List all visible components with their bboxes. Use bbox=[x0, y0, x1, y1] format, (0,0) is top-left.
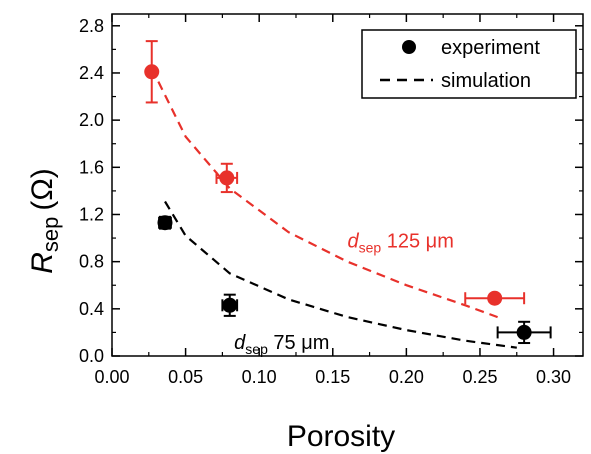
y-tick-label: 2.4 bbox=[79, 63, 104, 83]
series-annotation-1: dsep 75 μm bbox=[234, 332, 329, 357]
annotation-var: d bbox=[234, 332, 246, 354]
legend-frame bbox=[361, 29, 577, 99]
y-tick-label: 0.4 bbox=[79, 299, 104, 319]
y-axis-title-sub: sep bbox=[38, 217, 63, 252]
annotation-text: 75 μm bbox=[268, 332, 330, 354]
x-tick-label: 0.15 bbox=[315, 367, 350, 387]
data-point bbox=[516, 324, 532, 340]
y-tick-label: 1.6 bbox=[79, 157, 104, 177]
x-tick-label: 0.00 bbox=[94, 367, 129, 387]
data-point bbox=[144, 64, 160, 80]
series-annotation-0: dsep 125 μm bbox=[348, 231, 454, 256]
data-point bbox=[157, 215, 173, 231]
legend-label-simulation: simulation bbox=[441, 70, 531, 92]
legend: experiment simulation bbox=[361, 29, 577, 99]
y-axis-title-var: R bbox=[26, 252, 59, 274]
svg-text:Rsep(Ω): Rsep (Ω) bbox=[26, 168, 63, 274]
data-markers bbox=[144, 40, 552, 345]
annotation-sub: sep bbox=[359, 240, 382, 256]
x-axis-title: Porosity bbox=[287, 420, 395, 453]
x-tick-label: 0.30 bbox=[536, 367, 571, 387]
annotation-sub: sep bbox=[245, 341, 268, 357]
simulation-line-0 bbox=[150, 67, 498, 319]
y-tick-label: 2.0 bbox=[79, 110, 104, 130]
simulation-line-1 bbox=[164, 200, 517, 349]
plot-frame bbox=[111, 13, 584, 357]
y-tick-label: 1.2 bbox=[79, 204, 104, 224]
axes: 0.00 0.05 0.10 0.15 0.20 0.25 0.30 0.0 0.4 0.8 1.2… bbox=[79, 13, 584, 387]
y-axis-title: Rsep (Ω) bbox=[26, 168, 63, 274]
data-point bbox=[222, 297, 238, 313]
annotation-text: 125 μm bbox=[381, 231, 454, 253]
data-point bbox=[487, 290, 503, 306]
x-tick-label: 0.05 bbox=[168, 367, 203, 387]
data-point bbox=[219, 170, 235, 186]
y-tick-label: 0.0 bbox=[79, 346, 104, 366]
legend-marker-experiment bbox=[402, 40, 416, 54]
y-tick-label: 0.8 bbox=[79, 252, 104, 272]
y-tick-label: 2.8 bbox=[79, 16, 104, 36]
legend-label-experiment: experiment bbox=[441, 37, 540, 59]
annotation-var: d bbox=[348, 231, 360, 253]
x-tick-label: 0.10 bbox=[242, 367, 277, 387]
x-tick-label: 0.20 bbox=[389, 367, 424, 387]
simulation-lines bbox=[150, 67, 517, 349]
x-tick-label: 0.25 bbox=[462, 367, 497, 387]
y-axis-title-unit: (Ω) bbox=[26, 168, 59, 210]
